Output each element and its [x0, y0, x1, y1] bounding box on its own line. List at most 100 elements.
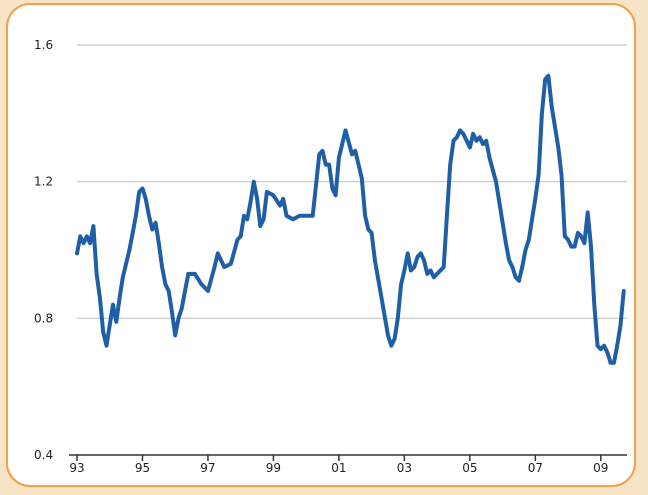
- data-point-0-105: [482, 143, 484, 146]
- data-point-0-109: [501, 221, 504, 224]
- data-point-0-110: [505, 242, 507, 245]
- data-point-0-76: [374, 259, 376, 262]
- data-point-0-145: [622, 290, 625, 292]
- data-point-0-126: [560, 173, 563, 176]
- data-point-0-89: [423, 259, 425, 262]
- data-point-0-11: [112, 303, 114, 306]
- data-point-0-120: [541, 112, 543, 115]
- data-point-0-60: [311, 214, 314, 217]
- data-point-0-84: [406, 252, 409, 255]
- data-point-0-123: [550, 105, 553, 108]
- x-tick-label-2: 97: [200, 461, 215, 475]
- data-point-0-125: [557, 146, 560, 149]
- data-point-0-61: [318, 153, 321, 156]
- data-point-0-32: [180, 307, 183, 309]
- data-point-0-112: [511, 266, 514, 268]
- data-point-0-2: [82, 242, 85, 245]
- data-point-0-29: [171, 310, 173, 313]
- x-tick-label-6: 05: [462, 461, 477, 475]
- data-point-0-26: [161, 266, 164, 268]
- data-point-0-50: [259, 225, 262, 228]
- x-tick-label-3: 99: [266, 461, 281, 475]
- data-point-0-48: [252, 180, 255, 183]
- data-point-0-144: [619, 324, 622, 327]
- data-point-0-22: [148, 214, 150, 217]
- data-point-0-127: [563, 235, 566, 238]
- data-point-0-99: [459, 129, 461, 132]
- data-point-0-135: [590, 245, 592, 248]
- data-point-0-62: [321, 150, 324, 152]
- data-point-0-23: [151, 228, 154, 231]
- x-tick-label-0: 93: [69, 461, 84, 475]
- y-tick-label-3: 1.6: [34, 38, 53, 52]
- data-point-0-114: [518, 279, 520, 282]
- data-point-0-77: [380, 296, 383, 299]
- y-tick-label-1: 0.8: [34, 311, 53, 325]
- data-point-0-53: [272, 194, 275, 197]
- data-point-0-35: [190, 273, 193, 275]
- line-chart: 0.4 0.8 1.2 1.6 93 95 97 99 01 03 05 07 09: [34, 38, 627, 475]
- chart-frame: 0.4 0.8 1.2 1.6 93 95 97 99 01 03 05 07 09: [6, 3, 636, 487]
- data-point-0-116: [524, 249, 527, 251]
- data-point-0-141: [609, 361, 612, 364]
- data-point-0-78: [387, 334, 389, 337]
- data-point-0-140: [606, 351, 609, 354]
- data-point-0-65: [331, 187, 334, 190]
- data-point-0-68: [341, 143, 344, 146]
- data-point-0-44: [239, 235, 242, 238]
- y-tick-label-0: 0.4: [34, 448, 53, 462]
- data-point-0-40: [216, 252, 219, 255]
- data-point-0-121: [544, 78, 547, 81]
- data-point-0-4: [89, 242, 91, 245]
- data-point-0-21: [144, 197, 147, 200]
- data-point-0-83: [403, 269, 406, 272]
- data-point-0-67: [338, 156, 340, 159]
- data-point-0-31: [177, 317, 180, 320]
- data-point-0-122: [547, 74, 550, 77]
- data-point-0-69: [344, 129, 347, 132]
- data-point-0-45: [243, 214, 245, 217]
- data-point-0-117: [527, 238, 530, 241]
- data-point-0-91: [429, 269, 432, 272]
- data-point-0-137: [596, 344, 599, 347]
- y-tick-label-2: 1.2: [34, 175, 53, 189]
- data-point-0-47: [249, 201, 252, 204]
- data-point-0-37: [200, 283, 203, 286]
- data-point-0-38: [207, 290, 209, 292]
- data-point-0-36: [194, 273, 196, 275]
- data-point-0-108: [495, 180, 497, 183]
- x-tick-label-7: 07: [528, 461, 543, 475]
- data-point-0-46: [246, 218, 249, 221]
- data-point-0-142: [613, 361, 615, 364]
- data-point-0-138: [599, 348, 602, 350]
- data-point-0-101: [469, 146, 471, 149]
- data-point-0-79: [390, 344, 393, 347]
- data-point-0-55: [282, 197, 285, 200]
- data-point-0-85: [410, 269, 412, 272]
- data-point-0-102: [472, 132, 474, 135]
- data-point-0-16: [128, 249, 131, 251]
- data-point-0-106: [485, 139, 488, 142]
- data-point-0-66: [334, 194, 337, 197]
- data-point-0-8: [102, 331, 105, 333]
- x-tick-label-5: 03: [397, 461, 412, 475]
- data-point-0-59: [305, 214, 308, 217]
- data-point-0-96: [449, 163, 452, 166]
- data-point-0-49: [256, 197, 258, 200]
- data-point-0-118: [534, 197, 537, 200]
- x-tick-label-4: 01: [331, 461, 346, 475]
- data-point-0-13: [118, 296, 121, 299]
- data-point-0-88: [419, 252, 422, 255]
- data-point-0-6: [95, 273, 98, 275]
- data-point-0-136: [593, 303, 596, 306]
- data-point-0-129: [570, 245, 573, 248]
- data-point-0-115: [521, 266, 524, 268]
- data-point-0-20: [141, 187, 144, 190]
- data-point-0-87: [416, 255, 419, 258]
- data-point-0-19: [138, 191, 141, 193]
- data-point-0-90: [426, 273, 429, 275]
- data-point-0-9: [105, 344, 108, 347]
- gridlines: [77, 44, 627, 319]
- data-point-0-75: [370, 232, 373, 234]
- data-point-0-97: [452, 139, 455, 142]
